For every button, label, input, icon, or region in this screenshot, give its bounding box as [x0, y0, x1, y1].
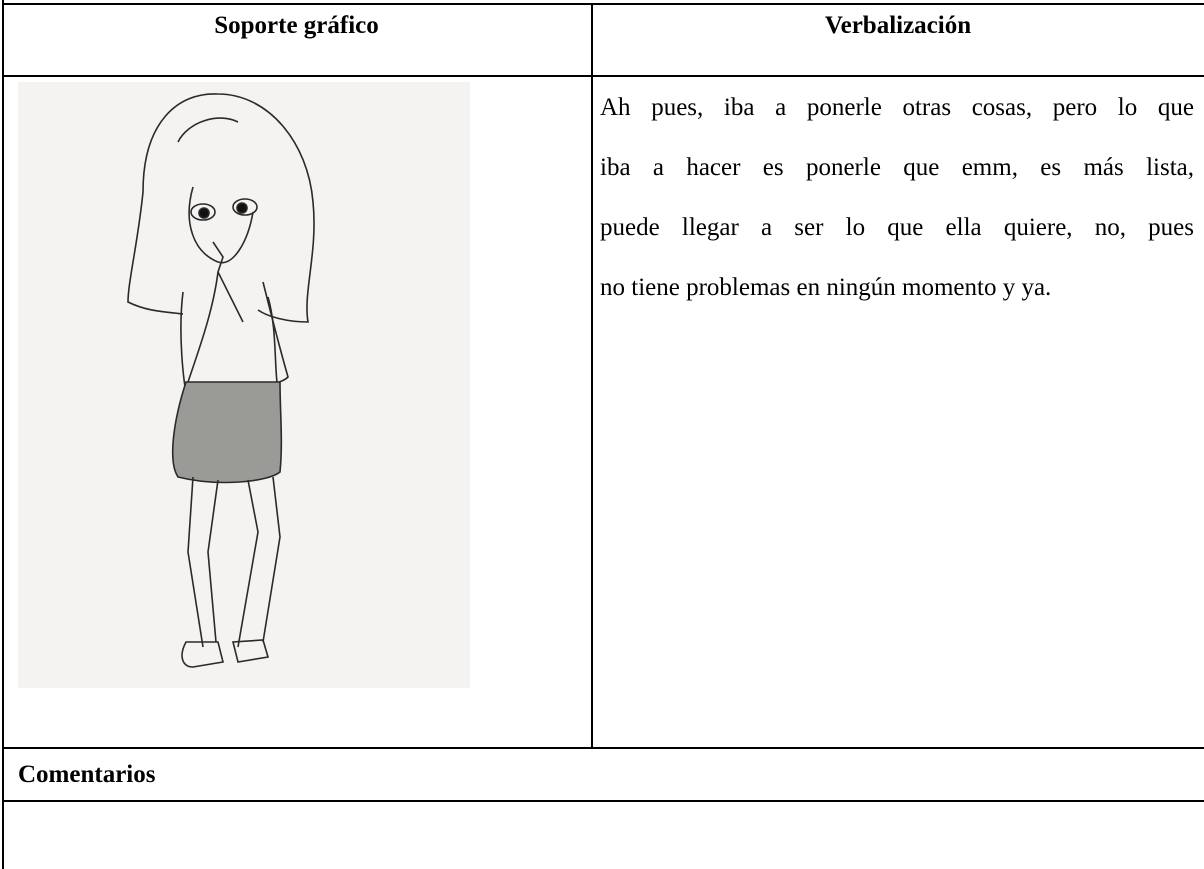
- verbalization-line: Ah pues, iba a ponerle otras cosas, pero…: [600, 94, 1194, 121]
- table-border: [2, 0, 4, 869]
- column-header: Soporte gráfico: [214, 12, 379, 39]
- drawing: [18, 82, 470, 688]
- table-border: [2, 747, 1204, 749]
- verbalization-line: iba a hacer es ponerle que emm, es más l…: [600, 154, 1194, 181]
- table-border: [2, 75, 1204, 77]
- verbalization-line: no tiene problemas en ningún momento y y…: [600, 274, 1052, 301]
- comments-label: Comentarios: [18, 761, 156, 788]
- column-header: Verbalización: [824, 12, 972, 39]
- table-border: [591, 3, 593, 748]
- verbalization-line: puede llegar a ser lo que ella quiere, n…: [600, 214, 1194, 241]
- table-border: [2, 3, 1204, 5]
- table-border: [2, 800, 1204, 802]
